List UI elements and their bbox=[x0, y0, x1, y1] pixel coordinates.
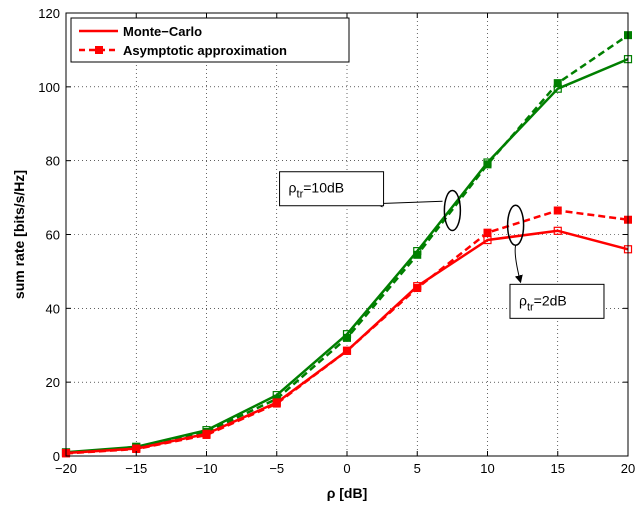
y-tick-label: 120 bbox=[38, 6, 60, 21]
data-point-rho_tr_2dB-asymptotic bbox=[413, 284, 422, 293]
legend-marker-asymptotic bbox=[95, 46, 103, 54]
y-tick-label: 80 bbox=[46, 154, 60, 169]
y-tick-label: 60 bbox=[46, 228, 60, 243]
annotation-label: ρtr=2dB bbox=[519, 292, 567, 313]
legend: Monte−Carlo Asymptotic approximation bbox=[70, 17, 350, 63]
x-tick-label: 15 bbox=[551, 461, 565, 476]
x-tick-label: 20 bbox=[621, 461, 635, 476]
data-point-rho_tr_10dB-asymptotic bbox=[483, 160, 492, 169]
y-axis-label: sum rate [bits/s/Hz] bbox=[11, 170, 27, 299]
x-tick-label: 0 bbox=[343, 461, 350, 476]
annotation-ellipse bbox=[506, 204, 525, 247]
x-tick-label: −15 bbox=[125, 461, 147, 476]
x-tick-label: −5 bbox=[269, 461, 284, 476]
annotation-rho-tr-2db: ρtr=2dB bbox=[506, 204, 605, 319]
data-point-rho_tr_10dB-asymptotic bbox=[413, 250, 422, 259]
legend-box bbox=[70, 17, 350, 63]
data-point-rho_tr_2dB-asymptotic bbox=[202, 430, 211, 439]
x-tick-label: 10 bbox=[480, 461, 494, 476]
data-point-rho_tr_2dB-asymptotic bbox=[553, 206, 562, 215]
data-point-rho_tr_2dB-asymptotic bbox=[272, 399, 281, 408]
annotations: ρtr=10dB ρtr=2dB bbox=[279, 171, 605, 319]
y-tick-label: 100 bbox=[38, 80, 60, 95]
annotation-box bbox=[509, 283, 605, 319]
annotation-ellipse bbox=[443, 189, 462, 232]
data-point-rho_tr_2dB-asymptotic bbox=[132, 444, 141, 453]
y-tick-label: 20 bbox=[46, 375, 60, 390]
axis-ticks: −20 −15 −10 −5 0 5 10 15 20 0 20 40 60 80 100 120 bbox=[38, 6, 635, 476]
y-tick-label: 40 bbox=[46, 301, 60, 316]
data-point-rho_tr_2dB-asymptotic bbox=[483, 228, 492, 237]
data-point-rho_tr_10dB-asymptotic bbox=[553, 79, 562, 88]
series-line-rho_tr_2dB-asymptotic bbox=[65, 209, 629, 455]
x-axis-label: ρ [dB] bbox=[327, 485, 368, 501]
annotation-arrow bbox=[514, 245, 523, 284]
annotation-arrow bbox=[374, 199, 443, 208]
annotation-label: ρtr=10dB bbox=[289, 180, 345, 201]
y-tick-label: 0 bbox=[53, 449, 60, 464]
legend-label-asymptotic: Asymptotic approximation bbox=[123, 43, 287, 58]
x-tick-label: −20 bbox=[55, 461, 77, 476]
x-tick-label: 5 bbox=[414, 461, 421, 476]
annotation-box bbox=[279, 171, 385, 207]
grid-lines bbox=[66, 13, 628, 456]
data-point-rho_tr_2dB-asymptotic bbox=[343, 346, 351, 355]
legend-label-monte-carlo: Monte−Carlo bbox=[123, 24, 202, 39]
annotation-rho-tr-10db: ρtr=10dB bbox=[279, 171, 462, 232]
data-point-rho_tr_10dB-asymptotic bbox=[343, 333, 351, 342]
data-point-rho_tr_2dB-monte-carlo bbox=[553, 226, 562, 235]
x-tick-label: −10 bbox=[195, 461, 217, 476]
